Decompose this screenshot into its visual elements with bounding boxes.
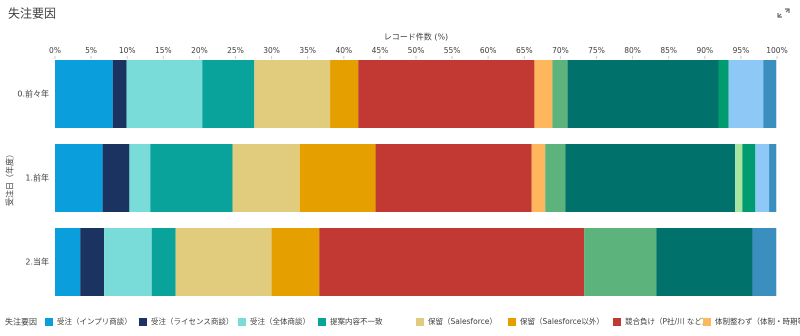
- chart-title: 失注要因: [8, 6, 56, 21]
- x-tick-label: 20%: [191, 46, 208, 55]
- bar-segment[interactable]: [534, 60, 553, 128]
- bar-segment[interactable]: [358, 60, 535, 128]
- y-tick-label: 0.前々年: [17, 89, 49, 99]
- x-tick-label: 75%: [588, 46, 605, 55]
- x-tick-label: 40%: [335, 46, 352, 55]
- bar-segment[interactable]: [545, 144, 566, 212]
- legend-label[interactable]: 提案内容不一致: [330, 316, 383, 326]
- bar-segment[interactable]: [763, 60, 777, 128]
- bar-segment[interactable]: [752, 228, 777, 296]
- x-tick-label: 5%: [85, 46, 97, 55]
- legend-label[interactable]: 受注（インプリ商談）: [57, 316, 132, 326]
- bar-segment[interactable]: [567, 60, 719, 128]
- bar-segment[interactable]: [112, 60, 127, 128]
- legend-swatch[interactable]: [45, 318, 53, 326]
- x-tick-label: 95%: [733, 46, 750, 55]
- legend-label[interactable]: 体制整わず（体制・時期等）: [715, 316, 800, 326]
- expand-icon[interactable]: [777, 8, 790, 18]
- legend-swatch[interactable]: [318, 318, 326, 326]
- legend-label[interactable]: 競合負け（P社/川 など）: [625, 316, 709, 326]
- bar-segment[interactable]: [656, 228, 753, 296]
- y-tick-label: 2.当年: [25, 257, 49, 267]
- bar-segment[interactable]: [202, 60, 255, 128]
- x-tick-label: 45%: [372, 46, 389, 55]
- legend-swatch[interactable]: [238, 318, 246, 326]
- bar-segment[interactable]: [126, 60, 203, 128]
- x-tick-label: 30%: [263, 46, 280, 55]
- bar-segment[interactable]: [151, 228, 176, 296]
- bar-segment[interactable]: [150, 144, 233, 212]
- bar-segment[interactable]: [55, 60, 113, 128]
- bar-segment[interactable]: [552, 60, 568, 128]
- legend-swatch[interactable]: [703, 318, 711, 326]
- bar-segment[interactable]: [80, 228, 105, 296]
- bar-segment[interactable]: [104, 228, 152, 296]
- bar-segment[interactable]: [254, 60, 331, 128]
- x-tick-label: 0%: [49, 46, 61, 55]
- bar-segment[interactable]: [102, 144, 130, 212]
- legend-title: 失注要因: [5, 317, 37, 327]
- bar-segment[interactable]: [735, 144, 743, 212]
- x-tick-label: 90%: [696, 46, 713, 55]
- legend-swatch[interactable]: [613, 318, 621, 326]
- bar-segment[interactable]: [299, 144, 376, 212]
- bar-segment[interactable]: [565, 144, 736, 212]
- bar-segment[interactable]: [330, 60, 359, 128]
- legend-label[interactable]: 保留（Salesforce）: [428, 316, 497, 326]
- x-tick-label: 15%: [155, 46, 172, 55]
- bar-segment[interactable]: [584, 228, 657, 296]
- x-axis-title: レコード件数 (%): [384, 32, 448, 42]
- legend-swatch[interactable]: [508, 318, 516, 326]
- bar-segment[interactable]: [55, 228, 81, 296]
- bar-segment[interactable]: [175, 228, 272, 296]
- bar-segment[interactable]: [129, 144, 151, 212]
- bar-segment[interactable]: [531, 144, 546, 212]
- x-tick-label: 10%: [119, 46, 136, 55]
- bar-segment[interactable]: [728, 60, 764, 128]
- bar-segment[interactable]: [271, 228, 320, 296]
- bar-segment[interactable]: [769, 144, 777, 212]
- legend-label[interactable]: 保留（Salesforce以外）: [520, 316, 604, 326]
- x-tick-label: 60%: [480, 46, 497, 55]
- legend-swatch[interactable]: [139, 318, 147, 326]
- x-tick-label: 55%: [444, 46, 461, 55]
- x-tick-label: 65%: [516, 46, 533, 55]
- y-tick-label: 1.前年: [25, 173, 49, 183]
- bar-segment[interactable]: [319, 228, 585, 296]
- x-tick-label: 50%: [408, 46, 425, 55]
- x-tick-label: 70%: [552, 46, 569, 55]
- bar-segment[interactable]: [718, 60, 729, 128]
- legend-swatch[interactable]: [416, 318, 424, 326]
- x-tick-label: 100%: [766, 46, 787, 55]
- bar-segment[interactable]: [755, 144, 770, 212]
- bar-segment[interactable]: [375, 144, 532, 212]
- x-tick-label: 80%: [624, 46, 641, 55]
- x-tick-label: 35%: [299, 46, 316, 55]
- bar-segment[interactable]: [55, 144, 103, 212]
- x-tick-label: 85%: [660, 46, 677, 55]
- bar-segment[interactable]: [742, 144, 756, 212]
- legend-label[interactable]: 受注（ライセンス商談）: [151, 316, 233, 326]
- legend-label[interactable]: 受注（全体商談）: [250, 316, 310, 326]
- bar-segment[interactable]: [232, 144, 300, 212]
- x-tick-label: 25%: [227, 46, 244, 55]
- y-axis-title: 受注日（年度）: [5, 150, 15, 206]
